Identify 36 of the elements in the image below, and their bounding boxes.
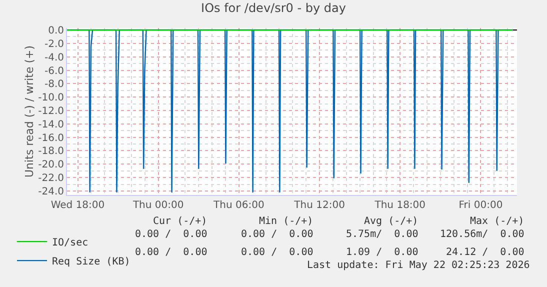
y-tick-label: -24.0 [38, 186, 64, 198]
text: 120.56m/ 0.00 [440, 229, 524, 240]
y-tick-label: -4.0 [44, 52, 64, 64]
y-tick-label: -18.0 [38, 146, 64, 158]
text: 0.00 / 0.00 [241, 247, 314, 258]
x-tick-label: Thu 18:00 [374, 200, 426, 211]
text: 1.09 / 0.00 [346, 247, 418, 258]
text: 0.00 / 0.00 [135, 229, 208, 240]
chart-title: IOs for /dev/sr0 - by day [201, 1, 346, 16]
x-tick-label: Thu 00:00 [132, 200, 184, 211]
y-tick-label: -22.0 [38, 173, 64, 184]
y-tick-label: -6.0 [44, 66, 64, 77]
y-tick-label: 0.0 [48, 26, 64, 37]
y-tick-label: -12.0 [38, 106, 64, 117]
text: 5.75m/ 0.00 [346, 229, 418, 240]
y-tick-label: -2.0 [44, 38, 64, 50]
x-tick-label: Wed 18:00 [50, 200, 105, 211]
y-axis-title: Units read (-) / write (+) [23, 45, 36, 178]
y-tick-label: -14.0 [38, 119, 64, 130]
text: 24.12 / 0.00 [446, 247, 524, 258]
legend-label: Req Size (KB) [52, 256, 130, 268]
text: Min (-/+) [259, 216, 314, 227]
y-tick-label: -10.0 [38, 92, 64, 104]
legend-label: IO/sec [52, 237, 88, 248]
text: Last update: Fri May 22 02:25:23 2026 [307, 260, 530, 271]
text: 0.00 / 0.00 [241, 229, 314, 240]
y-tick-label: -16.0 [38, 132, 64, 144]
text: Cur (-/+) [153, 216, 208, 227]
x-tick-label: Thu 06:00 [212, 200, 264, 211]
text: Max (-/+) [470, 216, 524, 227]
y-tick-label: -8.0 [44, 79, 64, 90]
x-tick-label: Fri 00:00 [458, 200, 503, 211]
text: 0.00 / 0.00 [135, 247, 208, 258]
x-tick-label: Thu 12:00 [293, 200, 345, 211]
text: Avg (-/+) [364, 216, 418, 227]
y-tick-label: -20.0 [38, 160, 64, 171]
